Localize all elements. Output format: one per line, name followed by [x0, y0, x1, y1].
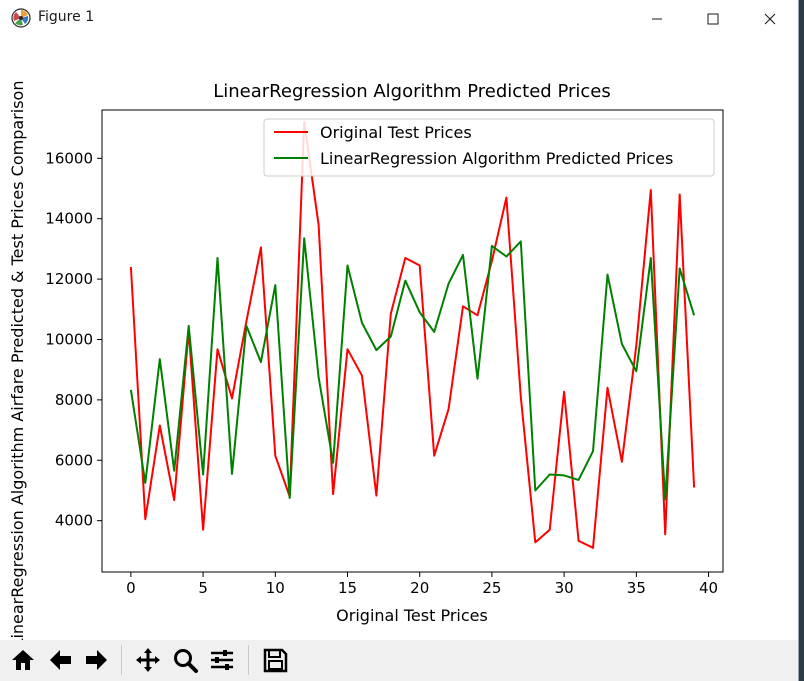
- home-button[interactable]: [7, 644, 39, 676]
- series-line-1: [129, 237, 696, 501]
- x-tick-label: 5: [198, 579, 208, 597]
- close-button[interactable]: [741, 0, 799, 37]
- y-tick-label: 10000: [45, 330, 93, 348]
- chart-title: LinearRegression Algorithm Predicted Pri…: [213, 81, 611, 102]
- y-tick-label: 16000: [45, 149, 93, 167]
- matplotlib-logo-icon: [11, 8, 31, 28]
- legend-label: LinearRegression Algorithm Predicted Pri…: [320, 149, 673, 168]
- minimize-icon: [652, 18, 662, 19]
- pan-button[interactable]: [132, 644, 164, 676]
- x-tick-label: 30: [555, 579, 574, 597]
- home-icon: [12, 650, 34, 670]
- forward-icon: [86, 650, 107, 670]
- configure-subplots-button[interactable]: [206, 644, 238, 676]
- maximize-icon: [707, 13, 719, 24]
- line-chart: 0 5 10 15 20 25 30 35 40 4000 6000 8000 10000 12000 14…: [8, 81, 724, 647]
- legend: Original Test Prices LinearRegression Alg…: [263, 118, 715, 177]
- y-tick-label: 4000: [55, 512, 93, 530]
- window-title: Figure 1: [38, 9, 95, 25]
- series-line-0: [129, 121, 696, 549]
- back-icon: [50, 650, 71, 670]
- plot-area: 0 5 10 15 20 25 30 35 40 4000 6000 8000 10000 12000 14…: [45, 109, 724, 597]
- x-tick-label: 40: [699, 579, 718, 597]
- y-tick-label: 14000: [45, 210, 93, 228]
- toolbar-separator: [121, 645, 122, 675]
- zoom-icon: [174, 649, 198, 673]
- x-tick-label: 15: [338, 579, 357, 597]
- y-tick-label: 12000: [45, 270, 93, 288]
- navigation-toolbar: [0, 640, 798, 681]
- title-bar[interactable]: Figure 1: [0, 0, 798, 37]
- legend-box: [263, 118, 715, 177]
- figure-canvas[interactable]: 0 5 10 15 20 25 30 35 40 4000 6000 8000 10000 12000 14…: [0, 37, 798, 647]
- forward-button[interactable]: [81, 644, 113, 676]
- save-icon: [263, 648, 288, 673]
- axes-frame: [101, 109, 724, 573]
- x-tick-label: 20: [410, 579, 429, 597]
- maximize-button[interactable]: [684, 0, 742, 37]
- back-button[interactable]: [44, 644, 76, 676]
- legend-label: Original Test Prices: [320, 123, 472, 142]
- y-tick-label: 8000: [55, 391, 93, 409]
- toolbar-separator: [248, 645, 249, 675]
- x-tick-label: 25: [482, 579, 501, 597]
- zoom-button[interactable]: [169, 644, 201, 676]
- background-window-edge: [799, 0, 804, 681]
- pan-icon: [136, 648, 160, 672]
- configure-subplots-icon: [211, 650, 233, 670]
- x-tick-label: 0: [126, 579, 136, 597]
- y-axis-label: LinearRegression Algorithm Airfare Predi…: [8, 81, 27, 640]
- x-tick-label: 10: [266, 579, 285, 597]
- close-icon: [764, 13, 776, 24]
- x-tick-label: 35: [627, 579, 646, 597]
- save-button[interactable]: [259, 644, 291, 676]
- y-tick-label: 6000: [55, 451, 93, 469]
- minimize-button[interactable]: [628, 0, 686, 37]
- x-axis-label: Original Test Prices: [336, 606, 488, 625]
